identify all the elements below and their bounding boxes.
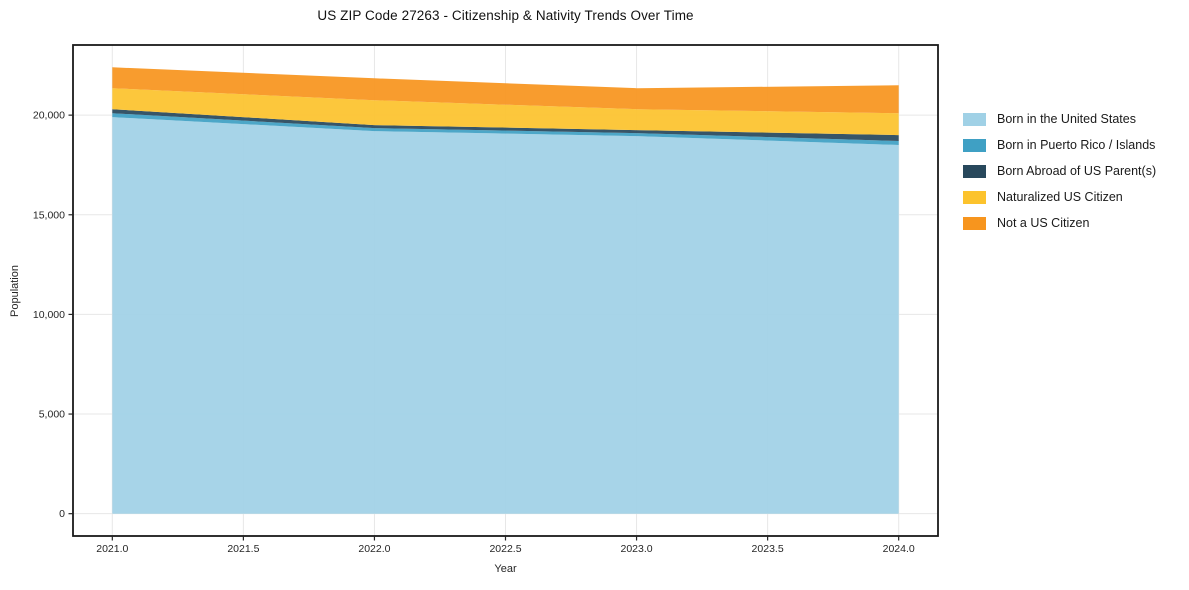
x-tick-label: 2023.5 — [752, 543, 784, 555]
x-tick-label: 2023.0 — [620, 543, 652, 555]
area-series-born-in-puerto-rico-islands — [112, 113, 899, 145]
y-tick-label: 20,000 — [33, 110, 65, 122]
legend-item: Not a US Citizen — [963, 210, 1156, 236]
x-tick-label: 2022.0 — [358, 543, 390, 555]
legend-item: Born Abroad of US Parent(s) — [963, 158, 1156, 184]
legend-label: Born Abroad of US Parent(s) — [997, 164, 1157, 178]
legend-item: Born in Puerto Rico / Islands — [963, 132, 1156, 158]
legend-swatch-icon — [963, 164, 986, 178]
legend-swatch-icon — [963, 190, 986, 204]
legend-item: Naturalized US Citizen — [963, 184, 1156, 210]
legend-swatch-icon — [963, 138, 986, 152]
y-axis-label: Population — [9, 265, 21, 317]
y-tick-label: 0 — [59, 508, 65, 520]
legend-item: Born in the United States — [963, 106, 1156, 132]
y-tick-label: 15,000 — [33, 209, 65, 221]
area-series-born-in-the-united-states — [112, 117, 899, 514]
y-tick-label: 5,000 — [39, 409, 65, 421]
legend: Born in the United States Born in Puerto… — [963, 106, 1156, 236]
legend-label: Not a US Citizen — [997, 216, 1090, 230]
x-axis-label: Year — [494, 563, 517, 575]
legend-swatch-icon — [963, 112, 986, 126]
legend-label: Naturalized US Citizen — [997, 190, 1123, 204]
area-series-born-abroad-of-us-parent-s- — [112, 109, 899, 141]
legend-label: Born in the United States — [997, 112, 1136, 126]
area-series-not-a-us-citizen — [112, 67, 899, 114]
area-series-naturalized-us-citizen — [112, 88, 899, 136]
legend-label: Born in Puerto Rico / Islands — [997, 138, 1156, 152]
y-tick-label: 10,000 — [33, 309, 65, 321]
x-tick-label: 2021.5 — [227, 543, 259, 555]
x-tick-label: 2022.5 — [489, 543, 521, 555]
x-tick-label: 2024.0 — [883, 543, 915, 555]
x-tick-label: 2021.0 — [96, 543, 128, 555]
chart-title: US ZIP Code 27263 - Citizenship & Nativi… — [317, 8, 694, 23]
legend-swatch-icon — [963, 216, 986, 230]
